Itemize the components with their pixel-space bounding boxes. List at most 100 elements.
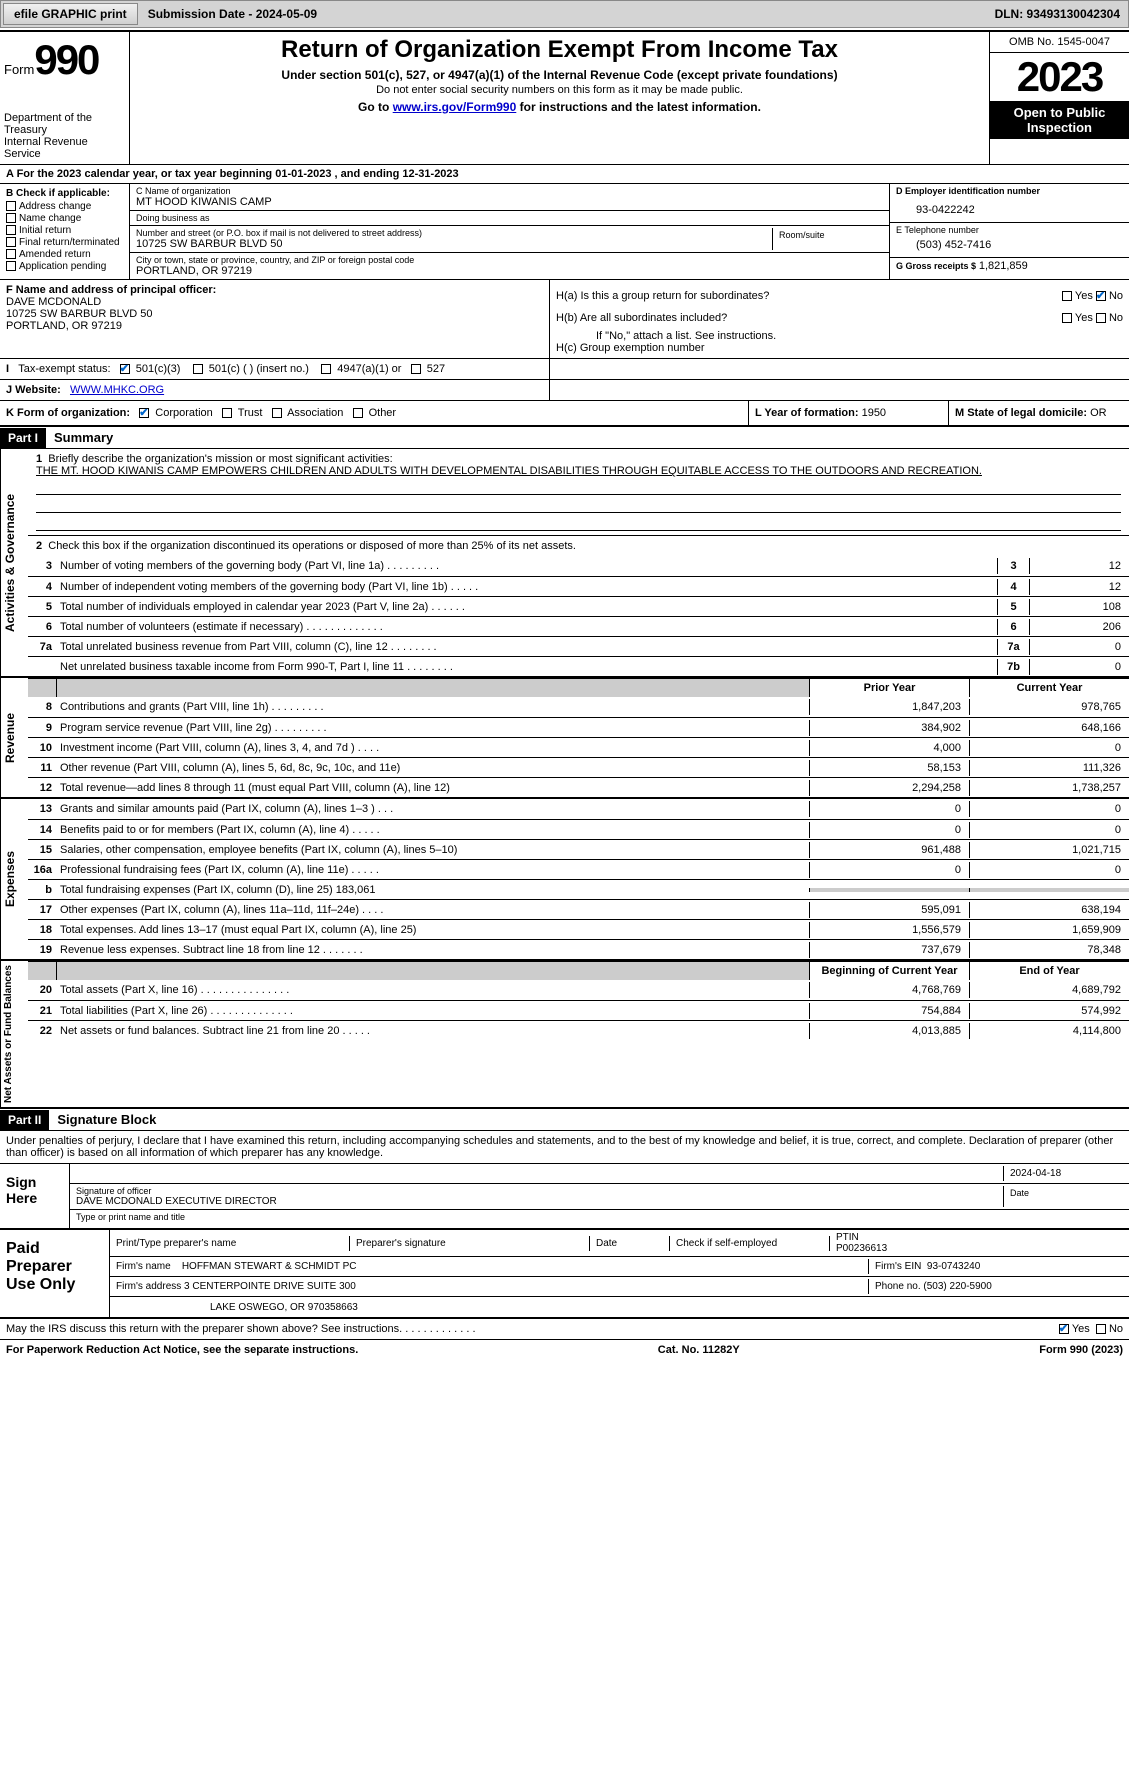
tax-year: 2023 bbox=[990, 53, 1129, 101]
chk-association[interactable] bbox=[272, 408, 282, 418]
domicile-value: OR bbox=[1090, 407, 1107, 419]
goto-prefix: Go to bbox=[358, 100, 393, 114]
mission-text: THE MT. HOOD KIWANIS CAMP EMPOWERS CHILD… bbox=[36, 465, 982, 477]
chk-address-change[interactable]: Address change bbox=[6, 201, 123, 212]
firm-addr1: 3 CENTERPOINTE DRIVE SUITE 300 bbox=[184, 1281, 356, 1292]
prep-date-label: Date bbox=[590, 1236, 670, 1251]
form-org-label: K Form of organization: bbox=[6, 407, 130, 419]
form-label: Form bbox=[4, 62, 34, 77]
row-a-end: 12-31-2023 bbox=[402, 168, 458, 180]
chk-527[interactable] bbox=[411, 364, 421, 374]
row-j: J Website: WWW.MHKC.ORG bbox=[0, 380, 1129, 401]
prep-sig-label: Preparer's signature bbox=[350, 1236, 590, 1251]
sig-date-label: Date bbox=[1003, 1186, 1123, 1207]
part-i-label: Part I bbox=[0, 428, 46, 448]
section-h: H(a) Is this a group return for subordin… bbox=[550, 280, 1129, 358]
footer-cat-no: Cat. No. 11282Y bbox=[658, 1344, 740, 1356]
chk-trust[interactable] bbox=[222, 408, 232, 418]
line-1-mission: 1 Briefly describe the organization's mi… bbox=[28, 449, 1129, 535]
form-title: Return of Organization Exempt From Incom… bbox=[140, 36, 979, 64]
officer-label: F Name and address of principal officer: bbox=[6, 284, 543, 296]
expense-lines: 13Grants and similar amounts paid (Part … bbox=[28, 799, 1129, 959]
row-f-h: F Name and address of principal officer:… bbox=[0, 280, 1129, 359]
h-b-no[interactable] bbox=[1096, 313, 1106, 323]
room-label: Room/suite bbox=[779, 230, 877, 240]
firm-name-label: Firm's name bbox=[116, 1261, 171, 1272]
section-f: F Name and address of principal officer:… bbox=[0, 280, 550, 358]
goto-line: Go to www.irs.gov/Form990 for instructio… bbox=[140, 100, 979, 114]
dba-label: Doing business as bbox=[136, 213, 883, 223]
year-formation-label: L Year of formation: bbox=[755, 407, 859, 419]
net-asset-lines: 20Total assets (Part X, line 16) . . . .… bbox=[28, 980, 1129, 1040]
chk-501c[interactable] bbox=[193, 364, 203, 374]
end-year-header: End of Year bbox=[969, 962, 1129, 980]
header-left: Form990 Department of the Treasury Inter… bbox=[0, 32, 130, 164]
website-link[interactable]: WWW.MHKC.ORG bbox=[70, 384, 164, 396]
tax-exempt-label: Tax-exempt status: bbox=[18, 363, 110, 375]
ein-label: D Employer identification number bbox=[896, 186, 1123, 196]
ein-value: 93-0422242 bbox=[896, 196, 1123, 220]
chk-final-return[interactable]: Final return/terminated bbox=[6, 237, 123, 248]
goto-link[interactable]: www.irs.gov/Form990 bbox=[393, 100, 517, 114]
phone-value: (503) 452-7416 bbox=[896, 235, 1123, 255]
h-a-yes[interactable] bbox=[1062, 291, 1072, 301]
irs-discuss-row: May the IRS discuss this return with the… bbox=[0, 1319, 1129, 1340]
h-a-label: H(a) Is this a group return for subordin… bbox=[556, 290, 769, 302]
row-a-begin: 01-01-2023 bbox=[275, 168, 331, 180]
sig-officer-name: DAVE MCDONALD EXECUTIVE DIRECTOR bbox=[76, 1196, 1003, 1207]
side-revenue: Revenue bbox=[0, 678, 28, 797]
chk-name-change[interactable]: Name change bbox=[6, 213, 123, 224]
sign-here-label: Sign Here bbox=[0, 1164, 70, 1228]
h-a-no[interactable] bbox=[1096, 291, 1106, 301]
chk-501c3[interactable] bbox=[120, 364, 130, 374]
row-i: I Tax-exempt status: 501(c)(3) 501(c) ( … bbox=[0, 359, 1129, 380]
dln-label: DLN: 93493130042304 bbox=[989, 7, 1126, 21]
part-ii-title: Signature Block bbox=[49, 1109, 164, 1130]
efile-print-button[interactable]: efile GRAPHIC print bbox=[3, 3, 138, 25]
year-formation-value: 1950 bbox=[862, 407, 886, 419]
goto-suffix: for instructions and the latest informat… bbox=[516, 100, 761, 114]
omb-number: OMB No. 1545-0047 bbox=[990, 32, 1129, 53]
city-value: PORTLAND, OR 97219 bbox=[136, 265, 883, 277]
prior-year-header: Prior Year bbox=[809, 679, 969, 697]
section-b: B Check if applicable: Address change Na… bbox=[0, 184, 130, 279]
firm-phone: (503) 220-5900 bbox=[923, 1281, 991, 1292]
beginning-year-header: Beginning of Current Year bbox=[809, 962, 969, 980]
firm-addr2: LAKE OSWEGO, OR 970358663 bbox=[110, 1300, 1129, 1315]
section-c: C Name of organization MT HOOD KIWANIS C… bbox=[130, 184, 889, 279]
header: Form990 Department of the Treasury Inter… bbox=[0, 32, 1129, 165]
part-ii-label: Part II bbox=[0, 1110, 49, 1130]
h-c-label: H(c) Group exemption number bbox=[556, 342, 1123, 354]
ptin-label: PTIN bbox=[836, 1232, 859, 1243]
h-b-yes[interactable] bbox=[1062, 313, 1072, 323]
toolbar: efile GRAPHIC print Submission Date - 20… bbox=[0, 0, 1129, 28]
submission-date-label: Submission Date - 2024-05-09 bbox=[142, 7, 323, 21]
discuss-no[interactable] bbox=[1096, 1324, 1106, 1334]
discuss-yes[interactable] bbox=[1059, 1324, 1069, 1334]
chk-other[interactable] bbox=[353, 408, 363, 418]
section-expenses: Expenses 13Grants and similar amounts pa… bbox=[0, 799, 1129, 961]
section-deg: D Employer identification number 93-0422… bbox=[889, 184, 1129, 279]
part-i-title: Summary bbox=[46, 427, 121, 448]
header-right: OMB No. 1545-0047 2023 Open to Public In… bbox=[989, 32, 1129, 164]
chk-4947[interactable] bbox=[321, 364, 331, 374]
perjury-declaration: Under penalties of perjury, I declare th… bbox=[0, 1131, 1129, 1164]
chk-initial-return[interactable]: Initial return bbox=[6, 225, 123, 236]
firm-addr-label: Firm's address bbox=[116, 1281, 181, 1292]
h-b-note: If "No," attach a list. See instructions… bbox=[556, 330, 1123, 342]
chk-amended-return[interactable]: Amended return bbox=[6, 249, 123, 260]
part-i-header: Part I Summary bbox=[0, 427, 1129, 449]
chk-corporation[interactable] bbox=[139, 408, 149, 418]
paid-preparer-block: Paid Preparer Use Only Print/Type prepar… bbox=[0, 1230, 1129, 1319]
row-a-mid: , and ending bbox=[335, 168, 403, 180]
chk-application-pending[interactable]: Application pending bbox=[6, 261, 123, 272]
form-990: Form990 Department of the Treasury Inter… bbox=[0, 30, 1129, 1360]
section-b-heading: B Check if applicable: bbox=[6, 188, 123, 199]
sig-officer-label: Signature of officer bbox=[76, 1186, 1003, 1196]
row-k-l-m: K Form of organization: Corporation Trus… bbox=[0, 401, 1129, 427]
irs-discuss-text: May the IRS discuss this return with the… bbox=[6, 1323, 476, 1335]
form-note: Do not enter social security numbers on … bbox=[140, 84, 979, 96]
firm-ein-label: Firm's EIN bbox=[875, 1261, 921, 1272]
section-revenue: Revenue Prior Year Current Year 8Contrib… bbox=[0, 678, 1129, 799]
sig-date-value: 2024-04-18 bbox=[1003, 1166, 1123, 1181]
